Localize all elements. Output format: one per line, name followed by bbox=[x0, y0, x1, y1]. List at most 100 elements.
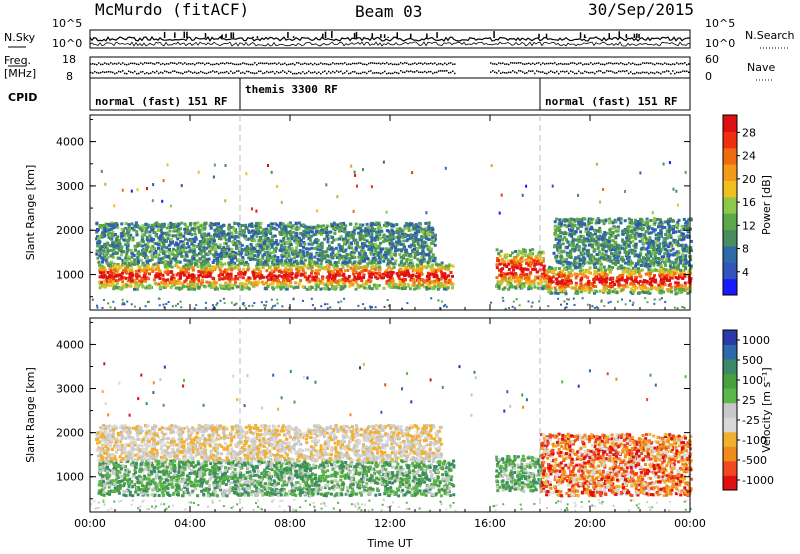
echo-cell bbox=[310, 286, 314, 290]
echo-cell bbox=[397, 238, 401, 242]
echo-cell bbox=[211, 261, 215, 264]
echo-cell bbox=[231, 250, 235, 254]
echo-cell bbox=[106, 280, 109, 283]
echo-cell bbox=[625, 279, 629, 283]
freq-point bbox=[640, 63, 642, 66]
echo-cell bbox=[437, 265, 441, 269]
echo-cell bbox=[419, 222, 422, 226]
echo-cell bbox=[520, 273, 524, 277]
echo-cell bbox=[380, 248, 383, 252]
echo-cell bbox=[98, 271, 102, 274]
echo-cell bbox=[165, 246, 169, 250]
echo-cell bbox=[390, 255, 393, 259]
freq-point bbox=[580, 62, 582, 64]
echo-cell bbox=[144, 222, 148, 226]
echo-cell bbox=[503, 286, 507, 290]
echo-cell bbox=[368, 284, 371, 288]
freq-point bbox=[654, 63, 656, 66]
echo-cell bbox=[501, 259, 505, 263]
freq-point bbox=[582, 63, 584, 66]
echo-cell bbox=[150, 258, 154, 262]
echo-cell bbox=[554, 288, 558, 292]
echo-cell bbox=[289, 257, 293, 261]
echo-cell bbox=[276, 259, 279, 263]
echo-cell bbox=[375, 277, 379, 280]
echo-cell bbox=[155, 261, 159, 265]
freq-point bbox=[104, 62, 106, 64]
nave-point bbox=[158, 72, 160, 75]
echo-cell bbox=[158, 249, 162, 253]
freq-point bbox=[660, 63, 662, 65]
echo-cell bbox=[223, 275, 227, 279]
echo-cell bbox=[187, 262, 191, 266]
echo-cell bbox=[154, 249, 158, 253]
echo-cell bbox=[592, 272, 596, 276]
echo-cell bbox=[654, 268, 658, 272]
echo-cell bbox=[206, 258, 209, 262]
freq-point bbox=[652, 63, 654, 65]
nave-point bbox=[328, 70, 330, 73]
echo-cell bbox=[270, 245, 274, 249]
nave-point bbox=[538, 70, 540, 73]
echo-cell bbox=[106, 242, 110, 246]
echo-cell bbox=[204, 252, 208, 256]
echo-cell bbox=[104, 258, 108, 262]
echo-cell bbox=[382, 233, 386, 237]
echo-cell bbox=[559, 281, 563, 285]
echo-cell bbox=[367, 229, 371, 233]
echo-cell bbox=[380, 255, 383, 259]
nave-point bbox=[122, 70, 124, 72]
echo-cell bbox=[202, 246, 206, 250]
echo-cell bbox=[106, 225, 110, 228]
echo-cell bbox=[604, 269, 607, 272]
echo-cell bbox=[510, 278, 514, 282]
echo-cell bbox=[130, 264, 133, 268]
echo-cell bbox=[250, 245, 254, 249]
echo-cell bbox=[290, 247, 294, 251]
echo-cell bbox=[121, 261, 125, 265]
echo-cell bbox=[295, 232, 299, 235]
echo-cell bbox=[396, 235, 400, 239]
echo-cell bbox=[190, 242, 194, 246]
echo-cell bbox=[307, 263, 310, 267]
nave-point bbox=[672, 70, 674, 72]
echo-cell bbox=[416, 268, 420, 272]
nave-point bbox=[166, 71, 168, 73]
echo-cell bbox=[608, 282, 612, 286]
echo-cell bbox=[519, 267, 523, 270]
freq-point bbox=[254, 62, 256, 64]
echo-cell bbox=[667, 271, 671, 275]
echo-cell bbox=[170, 280, 174, 284]
echo-cell bbox=[353, 275, 357, 279]
echo-cell bbox=[439, 277, 443, 281]
echo-cell bbox=[240, 243, 244, 247]
nave-point bbox=[398, 72, 400, 75]
echo-cell bbox=[403, 262, 407, 266]
echo-cell bbox=[327, 287, 331, 291]
echo-cell bbox=[301, 266, 305, 270]
echo-cell bbox=[321, 282, 325, 286]
echo-cell bbox=[184, 263, 188, 267]
echo-cell bbox=[98, 254, 102, 258]
echo-cell bbox=[258, 226, 262, 229]
freq-point bbox=[428, 62, 430, 65]
nave-point bbox=[106, 71, 108, 73]
echo-cell bbox=[120, 222, 124, 226]
echo-cell bbox=[405, 226, 409, 230]
echo-cell bbox=[300, 256, 303, 260]
freq-point bbox=[406, 62, 408, 64]
echo-cell bbox=[509, 281, 513, 285]
echo-cell bbox=[407, 272, 411, 276]
echo-cell bbox=[574, 291, 578, 295]
freq-point bbox=[182, 63, 184, 65]
echo-cell bbox=[250, 222, 254, 226]
echo-cell bbox=[407, 222, 410, 226]
nave-point bbox=[334, 71, 336, 74]
echo-cell bbox=[547, 290, 551, 294]
echo-cell bbox=[198, 257, 202, 261]
echo-cell bbox=[265, 247, 269, 250]
freq-point bbox=[340, 62, 342, 65]
echo-cell bbox=[145, 256, 149, 260]
echo-cell bbox=[149, 236, 153, 240]
echo-cell bbox=[343, 281, 347, 285]
